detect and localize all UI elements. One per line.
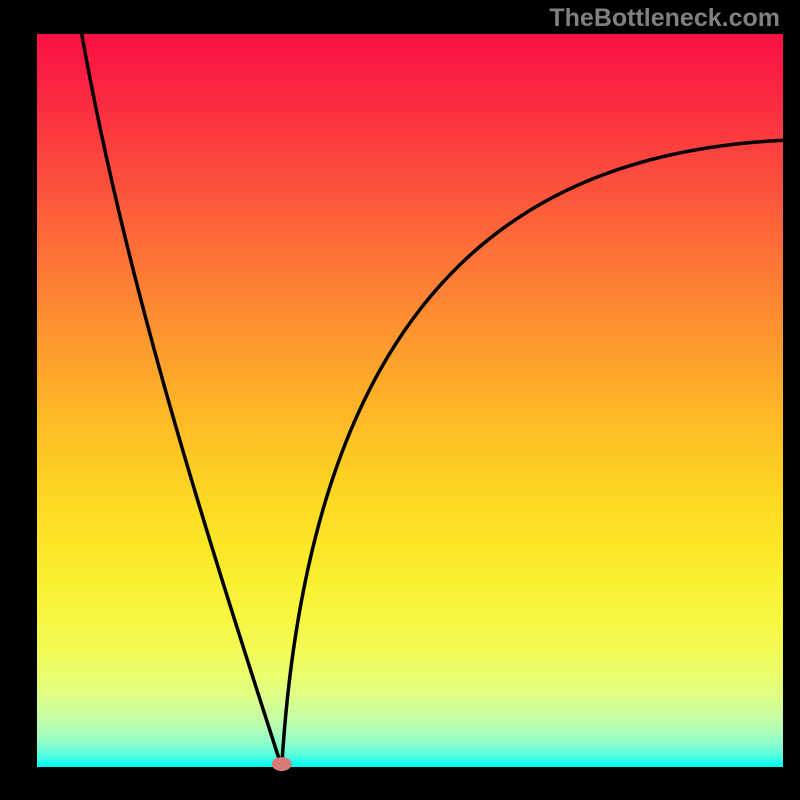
chart-container: TheBottleneck.com xyxy=(0,0,800,800)
plot-svg xyxy=(0,0,800,800)
minimum-marker xyxy=(272,757,292,771)
attribution-text: TheBottleneck.com xyxy=(549,4,780,33)
gradient-background xyxy=(37,34,783,767)
